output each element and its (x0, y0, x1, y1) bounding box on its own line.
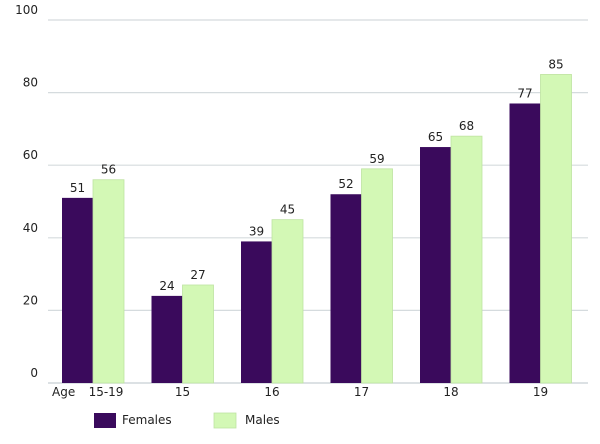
x-tick-label: 15 (175, 385, 190, 399)
y-tick-labels: 0 20 40 60 80 100 (15, 3, 38, 380)
bar-females (241, 241, 272, 383)
legend-label-females: Females (122, 413, 172, 427)
x-tick-labels: 15-19 15 16 17 18 19 (89, 385, 549, 399)
data-label: 39 (249, 224, 264, 238)
data-label: 68 (459, 119, 474, 133)
y-tick-label: 80 (23, 76, 38, 90)
bar-females (420, 147, 451, 383)
x-tick-label: 19 (533, 385, 548, 399)
data-label: 52 (338, 177, 353, 191)
data-label: 59 (369, 152, 384, 166)
x-tick-label: 17 (354, 385, 369, 399)
bar-males (450, 135, 483, 384)
x-tick-label: 16 (264, 385, 279, 399)
data-label: 85 (548, 57, 563, 71)
x-axis-label: Age (52, 385, 75, 399)
legend-swatch-females (94, 413, 116, 428)
y-tick-label: 100 (15, 3, 38, 17)
bar-females (330, 194, 362, 383)
data-label: 27 (190, 268, 205, 282)
bar-males (92, 179, 125, 384)
y-tick-label: 60 (23, 148, 38, 162)
bar-males (540, 74, 572, 384)
data-label: 65 (428, 130, 443, 144)
data-label: 77 (517, 86, 532, 100)
legend-label-males: Males (245, 413, 280, 427)
data-label: 56 (101, 163, 116, 177)
y-tick-label: 20 (23, 293, 38, 307)
bar-females (62, 197, 93, 383)
bars: 51 56 24 27 39 45 52 59 65 68 77 85 (62, 57, 572, 384)
bar-males (182, 284, 214, 384)
gridlines (48, 19, 588, 384)
data-label: 24 (159, 279, 174, 293)
bar-males (271, 219, 304, 384)
y-tick-label: 40 (23, 221, 38, 235)
y-tick-label: 0 (30, 366, 38, 380)
legend: Females Males (94, 412, 280, 429)
data-label: 45 (280, 203, 295, 217)
bar-males (361, 168, 393, 384)
x-tick-label: 15-19 (89, 385, 124, 399)
x-tick-label: 18 (443, 385, 458, 399)
data-label: 51 (70, 181, 85, 195)
legend-swatch-males (213, 412, 237, 429)
bar-females (509, 103, 541, 384)
bar-females (151, 295, 183, 383)
